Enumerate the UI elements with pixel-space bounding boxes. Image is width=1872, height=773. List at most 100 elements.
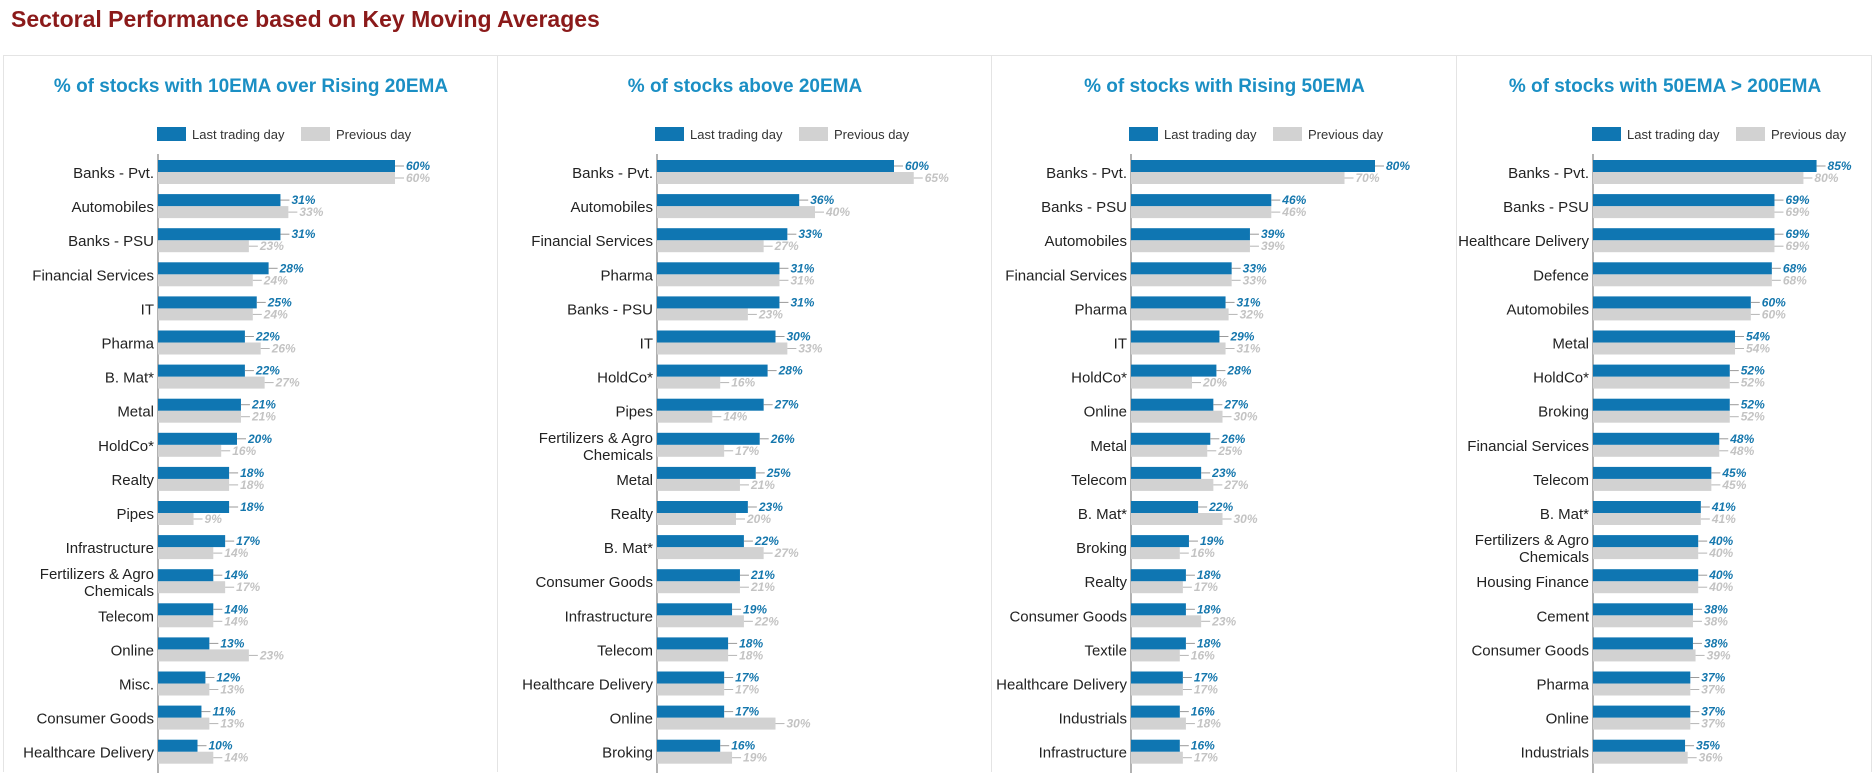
- chart-title: % of stocks with 50EMA > 200EMA: [1509, 76, 1822, 97]
- bar-last-trading-day: [1131, 330, 1220, 343]
- category-label: Metal: [117, 404, 154, 421]
- data-label-prev: 52%: [1741, 376, 1765, 390]
- bar-last-trading-day: [1131, 569, 1186, 582]
- category-label: Infrastructure: [66, 540, 154, 557]
- bar-last-trading-day: [657, 160, 894, 172]
- bar-last-trading-day: [158, 739, 198, 752]
- data-label-prev: 16%: [232, 444, 256, 458]
- bar-previous-day: [1593, 683, 1691, 696]
- bar-last-trading-day: [158, 364, 245, 377]
- bar-last-trading-day: [1131, 194, 1272, 207]
- data-label-last: 41%: [1711, 500, 1736, 514]
- bar-last-trading-day: [1593, 569, 1699, 582]
- data-label-prev: 80%: [1814, 171, 1838, 185]
- data-label-last: 37%: [1701, 671, 1725, 685]
- bar-last-trading-day: [657, 705, 725, 718]
- bar-previous-day: [1131, 717, 1186, 730]
- bar-previous-day: [1131, 308, 1229, 321]
- legend-label-prev: Previous day: [1771, 127, 1847, 142]
- data-label-last: 23%: [758, 500, 783, 514]
- data-label-prev: 16%: [1191, 546, 1215, 560]
- data-label-prev: 23%: [259, 648, 284, 662]
- category-label: Telecom: [1071, 472, 1127, 489]
- data-label-prev: 25%: [1217, 444, 1242, 458]
- bar-last-trading-day: [158, 535, 226, 548]
- bar-last-trading-day: [158, 432, 237, 445]
- bar-last-trading-day: [1593, 466, 1712, 479]
- data-label-last: 25%: [766, 466, 791, 480]
- category-label: B. Mat*: [1078, 506, 1127, 523]
- category-label: Industrials: [1521, 745, 1589, 762]
- legend-swatch-prev: [1273, 127, 1302, 141]
- chart-svg: % of stocks with Rising 50EMA Last tradin…: [996, 76, 1410, 773]
- data-label-prev: 54%: [1746, 342, 1770, 356]
- legend-label-prev: Previous day: [834, 127, 910, 142]
- category-label: Pharma: [101, 336, 154, 353]
- bar-previous-day: [657, 206, 815, 219]
- data-label-prev: 24%: [263, 307, 288, 321]
- data-label-last: 21%: [251, 398, 276, 412]
- data-label-last: 16%: [731, 739, 755, 753]
- bar-last-trading-day: [158, 160, 395, 172]
- bar-last-trading-day: [1131, 262, 1232, 275]
- chart-panel-above-20ema: % of stocks above 20EMA Last trading day P…: [497, 55, 991, 773]
- bar-last-trading-day: [158, 330, 245, 343]
- legend-label-last: Last trading day: [1164, 127, 1257, 142]
- bar-previous-day: [657, 240, 764, 253]
- category-label: Pharma: [1536, 677, 1589, 694]
- chart-title: % of stocks with 10EMA over Rising 20EMA: [54, 76, 448, 97]
- data-label-last: 18%: [240, 466, 264, 480]
- bar-last-trading-day: [1593, 603, 1693, 616]
- data-label-prev: 65%: [925, 171, 949, 185]
- category-label: Online: [610, 711, 653, 728]
- data-label-last: 31%: [291, 193, 315, 207]
- category-label: Financial Services: [1005, 267, 1127, 284]
- data-label-last: 40%: [1708, 568, 1733, 582]
- data-label-prev: 21%: [251, 410, 276, 424]
- data-label-prev: 17%: [735, 444, 759, 458]
- bar-previous-day: [657, 683, 725, 696]
- data-label-prev: 30%: [1234, 512, 1258, 526]
- bar-last-trading-day: [657, 603, 733, 616]
- data-label-prev: 23%: [259, 239, 284, 253]
- category-label: Online: [1546, 711, 1589, 728]
- bar-previous-day: [1131, 478, 1214, 491]
- bar-previous-day: [158, 683, 210, 696]
- category-label: Automobiles: [570, 199, 653, 216]
- legend-swatch-last: [1129, 127, 1158, 141]
- data-label-prev: 33%: [1243, 273, 1267, 287]
- data-label-last: 14%: [224, 568, 248, 582]
- data-label-last: 37%: [1701, 705, 1725, 719]
- category-label: Online: [111, 642, 154, 659]
- category-label: Metal: [616, 472, 653, 489]
- bar-last-trading-day: [1131, 501, 1199, 513]
- category-label: Broking: [602, 745, 653, 762]
- bar-last-trading-day: [657, 671, 725, 684]
- bar-previous-day: [657, 547, 764, 560]
- bar-previous-day: [1131, 547, 1180, 560]
- bar-last-trading-day: [657, 637, 729, 650]
- bar-previous-day: [1593, 240, 1775, 253]
- chart-title: % of stocks above 20EMA: [628, 76, 863, 97]
- data-label-prev: 60%: [1762, 307, 1786, 321]
- category-label: Healthcare Delivery: [996, 677, 1127, 694]
- legend-swatch-last: [655, 127, 684, 141]
- data-label-prev: 33%: [798, 342, 822, 356]
- category-label: Automobiles: [71, 199, 154, 216]
- legend-swatch-prev: [1736, 127, 1765, 141]
- data-label-prev: 17%: [1194, 580, 1218, 594]
- bar-previous-day: [1593, 581, 1699, 594]
- category-label: IT: [640, 336, 653, 353]
- data-label-prev: 18%: [1197, 717, 1221, 731]
- data-label-last: 69%: [1785, 193, 1809, 207]
- bar-last-trading-day: [1131, 671, 1183, 684]
- bar-previous-day: [657, 615, 744, 628]
- chart-panel-10ema-over-20ema: % of stocks with 10EMA over Rising 20EMA…: [3, 55, 497, 773]
- bar-previous-day: [1593, 342, 1736, 355]
- data-label-prev: 69%: [1785, 239, 1809, 253]
- bar-previous-day: [158, 206, 289, 219]
- category-label: Banks - Pvt.: [572, 165, 653, 182]
- data-label-prev: 45%: [1721, 478, 1746, 492]
- bar-previous-day: [158, 308, 253, 321]
- category-label: Automobiles: [1506, 301, 1589, 318]
